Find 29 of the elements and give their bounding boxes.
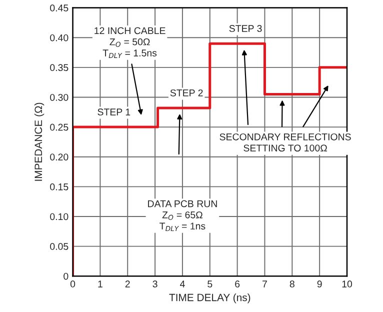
x-tick-label: 5 bbox=[208, 280, 212, 288]
annotation: SECONDARY REFLECTIONS SETTING TO 100Ω bbox=[220, 133, 351, 152]
y-axis-title: IMPEDANCE (Ω) bbox=[34, 102, 44, 181]
y-tick-label: 0.25 bbox=[50, 124, 68, 131]
x-tick-label: 6 bbox=[235, 280, 240, 288]
x-tick-label: 2 bbox=[125, 280, 130, 288]
x-tick-label: 7 bbox=[262, 280, 267, 288]
y-tick-label: 0.30 bbox=[50, 94, 68, 101]
y-tick-label: 0 bbox=[64, 272, 68, 280]
y-tick-label: 0.35 bbox=[50, 64, 68, 72]
annotation: STEP 2 bbox=[170, 89, 203, 96]
annotation: STEP 1 bbox=[98, 108, 130, 116]
x-tick-label: 10 bbox=[342, 280, 352, 288]
y-tick-label: 0.20 bbox=[50, 154, 68, 160]
y-tick-label: 0.40 bbox=[50, 34, 68, 42]
x-tick-label: 8 bbox=[290, 280, 294, 288]
x-tick-label: 1 bbox=[98, 280, 102, 288]
x-tick-label: 9 bbox=[317, 280, 322, 288]
x-tick-label: 0 bbox=[70, 280, 76, 288]
x-tick-label: 4 bbox=[180, 280, 185, 288]
y-tick-label: 0.10 bbox=[50, 213, 68, 220]
text: DATA PCB RUN Z$_{O}$ = 65Ω T$_{DLY}$ = 1ns bbox=[148, 200, 217, 232]
x-axis-title: TIME DELAY (ns) bbox=[169, 294, 250, 304]
text: 12 INCH CABLE Z$_{O}$ = 50Ω T$_{DLY}$ = 1.5ns bbox=[94, 27, 166, 58]
y-tick-label: 0.05 bbox=[50, 243, 68, 250]
y-tick-label: 0.45 bbox=[50, 4, 68, 12]
annotation: STEP 3 bbox=[229, 25, 262, 32]
x-tick-label: 3 bbox=[152, 280, 158, 288]
y-tick-label: 0.15 bbox=[50, 183, 68, 190]
